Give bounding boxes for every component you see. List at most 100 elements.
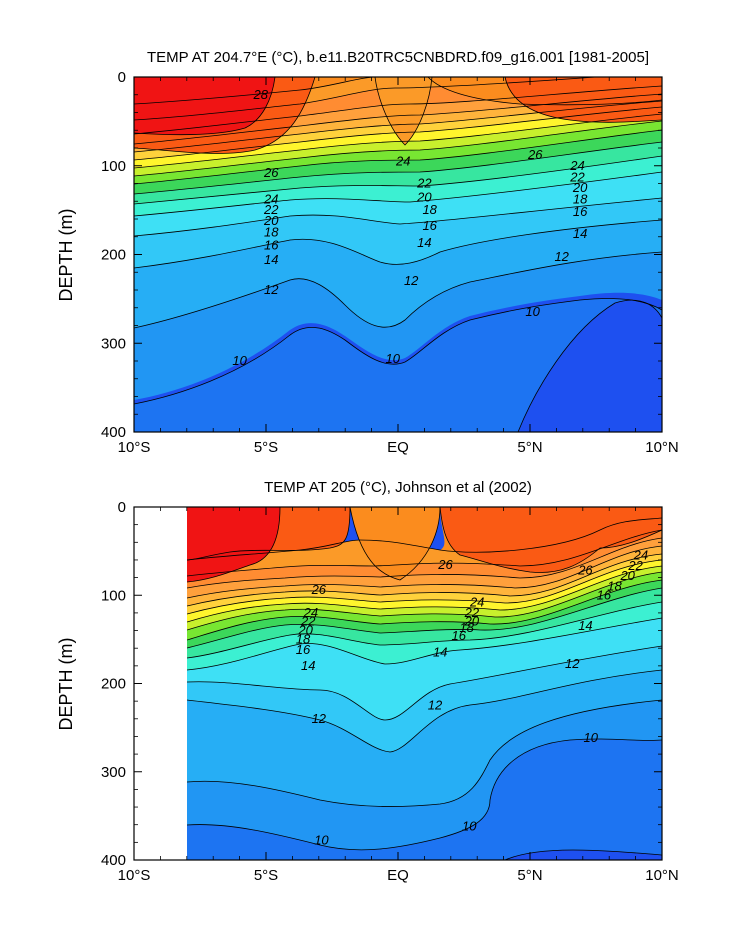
fill-band-18 xyxy=(187,572,662,640)
contour-label: 24 xyxy=(263,191,278,206)
fill-band-25-central xyxy=(375,77,432,145)
top-contour-line xyxy=(134,251,662,329)
top-contour-line xyxy=(134,298,662,405)
top-y-axis-label: DEPTH (m) xyxy=(56,209,76,302)
top-panel-title: TEMP AT 204.7°E (°C), b.e11.B20TRC5CNBDR… xyxy=(147,49,649,66)
fill-band-26-central xyxy=(350,507,440,580)
y-tick-label: 0 xyxy=(118,69,126,86)
contour-label: 20 xyxy=(619,568,635,583)
contour-label: 24 xyxy=(395,153,410,168)
bottom-contour-line xyxy=(504,849,662,860)
top-contour-line xyxy=(134,93,662,145)
top-contour-line xyxy=(134,155,662,205)
fill-band-24 xyxy=(187,530,662,588)
bottom-contour-line xyxy=(349,507,441,581)
top-contour-line xyxy=(134,106,662,161)
bottom-contour-panel: TEMP AT 205 (°C), Johnson et al (2002) xyxy=(56,479,679,884)
bottom-contour-line xyxy=(187,537,662,589)
contour-label: 12 xyxy=(264,282,279,297)
top-contour-line xyxy=(134,77,376,105)
x-tick-label: 10°S xyxy=(118,439,151,456)
bottom-contour-line xyxy=(187,571,662,631)
top-contour-line xyxy=(134,141,662,195)
contour-label: 16 xyxy=(264,238,279,253)
bottom-contour-line xyxy=(187,738,662,851)
contour-label: 10 xyxy=(462,818,477,833)
fill-band-17 xyxy=(134,130,662,194)
bottom-contour-fill xyxy=(187,507,662,860)
x-tick-label: 5°S xyxy=(254,439,278,456)
contour-label: 14 xyxy=(433,645,447,660)
bottom-contour-line xyxy=(187,507,281,583)
contour-label: 12 xyxy=(312,711,327,726)
bottom-contour-line xyxy=(187,565,662,623)
top-contour-line xyxy=(134,77,276,136)
fill-band-16 xyxy=(134,142,662,204)
bottom-contour-line xyxy=(187,645,662,721)
contour-label: 18 xyxy=(459,620,474,635)
top-contour-lines xyxy=(134,77,662,432)
contour-label: 16 xyxy=(573,204,588,219)
bottom-contour-line xyxy=(187,507,351,561)
bottom-panel-title: TEMP AT 205 (°C), Johnson et al (2002) xyxy=(264,479,532,496)
contour-label: 16 xyxy=(422,218,437,233)
y-tick-label: 300 xyxy=(101,764,126,781)
x-tick-label: 5°N xyxy=(517,867,542,884)
contour-label: 22 xyxy=(416,176,432,191)
y-tick-label: 400 xyxy=(101,852,126,869)
fill-band-20 xyxy=(187,560,662,622)
contour-label: 12 xyxy=(428,698,443,713)
contour-label: 18 xyxy=(573,191,588,206)
fill-band-13 xyxy=(134,198,662,268)
contour-label: 24 xyxy=(303,605,318,620)
x-tick-label: 10°S xyxy=(118,867,151,884)
bottom-contour-labels: 2624222018161412102624222018161412102624… xyxy=(296,548,648,848)
fill-band-23 xyxy=(187,538,662,598)
contour-label: 26 xyxy=(311,582,327,597)
contour-label: 22 xyxy=(300,614,316,629)
fill-band-18 xyxy=(134,121,662,184)
contour-label: 18 xyxy=(422,202,437,217)
fill-band-13 xyxy=(187,646,662,752)
bottom-contour-line xyxy=(187,587,662,649)
contour-label: 18 xyxy=(607,578,622,593)
top-contour-line xyxy=(134,77,602,121)
y-tick-label: 100 xyxy=(101,158,126,175)
top-contour-line xyxy=(134,171,662,217)
fill-band-27-right xyxy=(440,507,662,573)
fill-band-9-blob xyxy=(518,300,662,432)
bottom-contour-lines xyxy=(187,507,662,860)
y-tick-label: 200 xyxy=(101,676,126,693)
fill-band-22 xyxy=(187,546,662,606)
fill-band-16 xyxy=(187,588,662,658)
x-tick-label: 10°N xyxy=(645,439,679,456)
x-tick-label: 5°N xyxy=(517,439,542,456)
top-axis-ticks: 10°S 5°S EQ 5°N 10°N 0 100 200 300 400 xyxy=(101,69,679,456)
top-contour-line xyxy=(134,120,662,177)
top-contour-line xyxy=(517,299,662,432)
contour-label: 22 xyxy=(263,202,279,217)
bottom-contour-line xyxy=(187,669,662,753)
fill-band-10 xyxy=(187,739,662,860)
y-tick-label: 400 xyxy=(101,424,126,441)
contour-label: 10 xyxy=(385,351,400,366)
y-tick-label: 100 xyxy=(101,587,126,604)
contour-label: 18 xyxy=(264,224,279,239)
bottom-contour-line xyxy=(187,559,662,615)
bottom-contour-line xyxy=(187,617,662,671)
bottom-contour-line xyxy=(187,601,662,659)
x-tick-label: EQ xyxy=(387,867,409,884)
top-contour-line xyxy=(134,113,662,169)
contour-label: 26 xyxy=(263,165,279,180)
contour-label: 10 xyxy=(583,730,598,745)
top-contour-line xyxy=(427,77,662,106)
bottom-contour-line xyxy=(187,517,662,561)
contour-label: 20 xyxy=(464,614,480,629)
top-contour-fill xyxy=(134,77,662,432)
fill-band-12 xyxy=(187,670,662,807)
top-contour-line xyxy=(134,197,662,237)
fill-band-9-right xyxy=(505,850,662,860)
contour-label: 20 xyxy=(297,623,313,638)
contour-label: 10 xyxy=(314,833,329,848)
bottom-contour-line xyxy=(439,507,662,573)
